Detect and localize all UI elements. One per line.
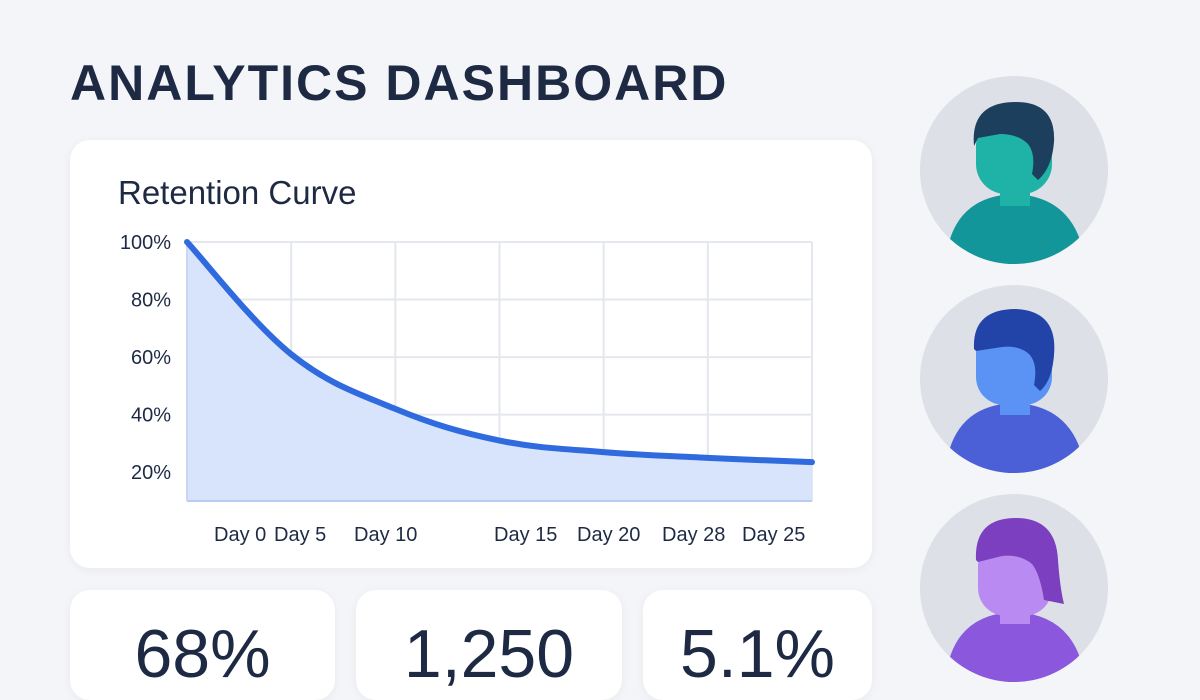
stat-card-rate: 5.1% [643,590,872,700]
stat-value-users: 1,250 [356,620,622,688]
stat-card-retention: 68% [70,590,335,700]
x-tick-label: Day 25 [742,524,805,546]
retention-chart: 100% 80% 60% 40% 20% Day 0 Day 5 Day 10 Day 15 Da… [70,140,872,568]
user-avatar-teal-icon [920,76,1108,264]
page-title: ANALYTICS DASHBOARD [70,58,728,108]
x-tick-label: Day 28 [662,524,725,546]
user-avatar-purple-icon [920,494,1108,682]
y-tick-label: 80% [131,290,171,312]
stat-card-users: 1,250 [356,590,622,700]
stat-value-retention: 68% [70,620,335,688]
stat-value-rate: 5.1% [643,620,872,688]
x-tick-label: Day 20 [577,524,640,546]
y-tick-label: 20% [131,462,171,484]
y-tick-label: 40% [131,405,171,427]
user-avatar-blue-icon [920,285,1108,473]
x-tick-label: Day 0 [214,524,266,546]
x-tick-label: Day 15 [494,524,557,546]
y-tick-label: 60% [131,347,171,369]
y-tick-label: 100% [120,232,171,254]
x-tick-label: Day 5 [274,524,326,546]
x-tick-label: Day 10 [354,524,417,546]
